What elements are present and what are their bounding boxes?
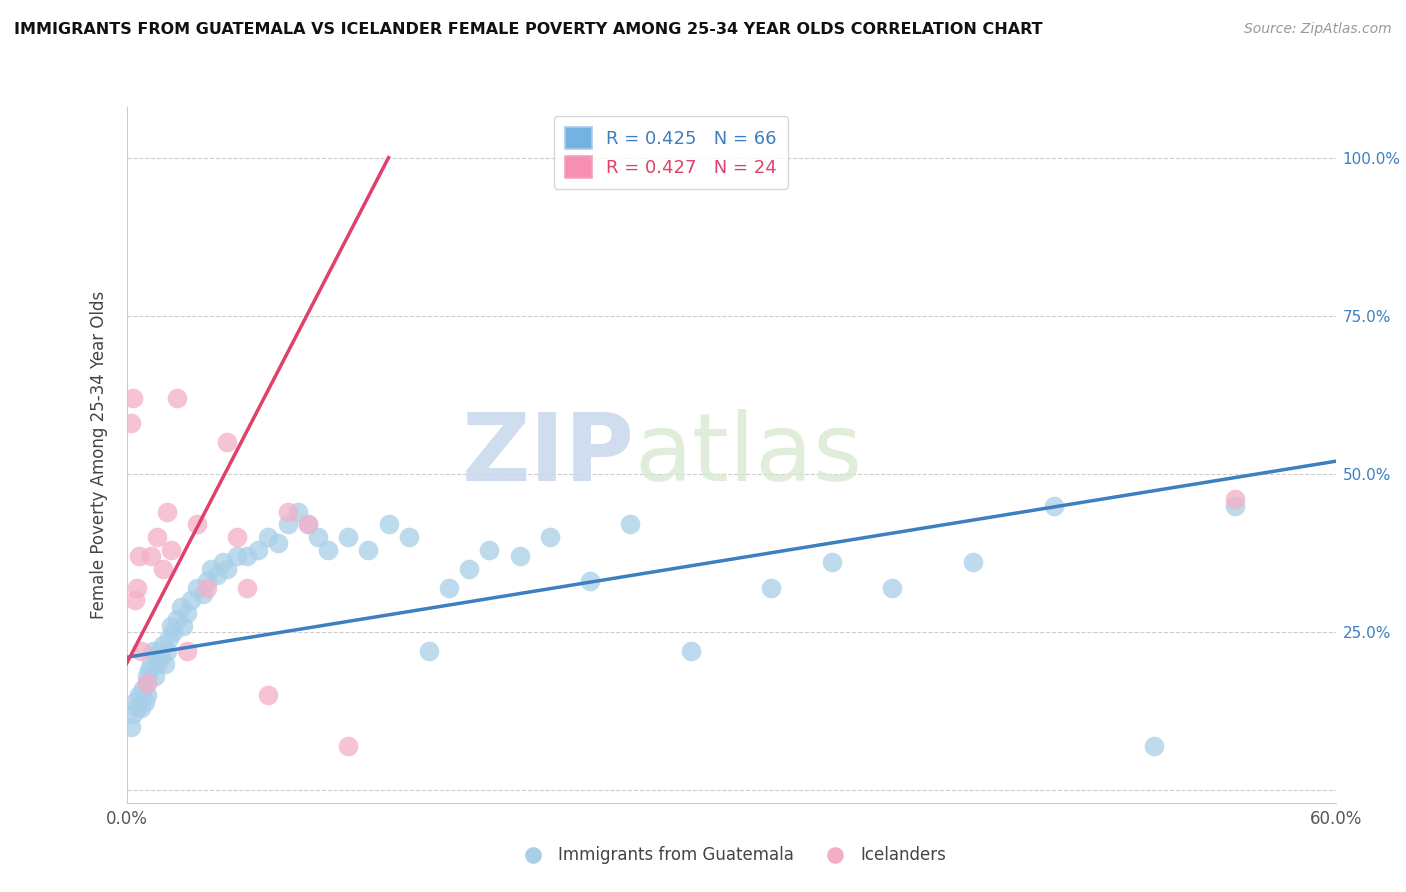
Point bbox=[226, 530, 249, 544]
Point bbox=[142, 644, 165, 658]
Point bbox=[1223, 499, 1246, 513]
Point bbox=[821, 556, 844, 570]
Point bbox=[200, 562, 222, 576]
Point bbox=[236, 549, 259, 563]
Point bbox=[509, 549, 531, 563]
Point bbox=[160, 618, 183, 632]
Point bbox=[619, 517, 641, 532]
Point bbox=[226, 549, 249, 563]
Point bbox=[357, 542, 380, 557]
Point bbox=[297, 517, 319, 532]
Point bbox=[307, 530, 329, 544]
Y-axis label: Female Poverty Among 25-34 Year Olds: Female Poverty Among 25-34 Year Olds bbox=[90, 291, 108, 619]
Point bbox=[139, 549, 162, 563]
Point bbox=[124, 593, 146, 607]
Point bbox=[579, 574, 602, 589]
Point bbox=[162, 625, 184, 640]
Point bbox=[267, 536, 290, 550]
Point bbox=[153, 657, 176, 671]
Point bbox=[679, 644, 702, 658]
Point bbox=[246, 542, 269, 557]
Point bbox=[316, 542, 339, 557]
Point bbox=[156, 505, 179, 519]
Point bbox=[195, 581, 218, 595]
Point bbox=[138, 663, 160, 677]
Point bbox=[478, 542, 501, 557]
Point bbox=[128, 549, 150, 563]
Point bbox=[121, 391, 143, 405]
Point bbox=[166, 391, 188, 405]
Point bbox=[128, 688, 150, 702]
Point bbox=[149, 650, 172, 665]
Point bbox=[882, 581, 904, 595]
Point bbox=[120, 720, 142, 734]
Text: IMMIGRANTS FROM GUATEMALA VS ICELANDER FEMALE POVERTY AMONG 25-34 YEAR OLDS CORR: IMMIGRANTS FROM GUATEMALA VS ICELANDER F… bbox=[14, 22, 1043, 37]
Point bbox=[1143, 739, 1166, 753]
Point bbox=[129, 644, 152, 658]
Point bbox=[121, 707, 143, 722]
Point bbox=[129, 701, 152, 715]
Point bbox=[134, 695, 156, 709]
Point bbox=[186, 517, 208, 532]
Point bbox=[217, 562, 239, 576]
Point bbox=[337, 739, 360, 753]
Point bbox=[1042, 499, 1064, 513]
Point bbox=[160, 542, 183, 557]
Point bbox=[146, 657, 169, 671]
Point bbox=[156, 644, 179, 658]
Point bbox=[418, 644, 440, 658]
Point bbox=[191, 587, 214, 601]
Text: Source: ZipAtlas.com: Source: ZipAtlas.com bbox=[1244, 22, 1392, 37]
Point bbox=[135, 675, 157, 690]
Point bbox=[1223, 492, 1246, 507]
Point bbox=[143, 669, 166, 683]
Point bbox=[205, 568, 228, 582]
Point bbox=[180, 593, 202, 607]
Point bbox=[166, 612, 188, 626]
Point bbox=[139, 657, 162, 671]
Point bbox=[287, 505, 309, 519]
Point bbox=[962, 556, 984, 570]
Point bbox=[212, 556, 235, 570]
Legend: Immigrants from Guatemala, Icelanders: Immigrants from Guatemala, Icelanders bbox=[509, 839, 953, 871]
Point bbox=[120, 417, 142, 431]
Point bbox=[172, 618, 194, 632]
Point bbox=[148, 644, 170, 658]
Point bbox=[152, 638, 174, 652]
Point bbox=[236, 581, 259, 595]
Point bbox=[256, 688, 278, 702]
Point bbox=[176, 606, 198, 620]
Point bbox=[377, 517, 399, 532]
Point bbox=[176, 644, 198, 658]
Point bbox=[125, 701, 148, 715]
Point bbox=[157, 632, 180, 646]
Point bbox=[297, 517, 319, 532]
Point bbox=[125, 581, 148, 595]
Text: atlas: atlas bbox=[634, 409, 863, 501]
Point bbox=[398, 530, 420, 544]
Point bbox=[135, 688, 157, 702]
Point bbox=[538, 530, 561, 544]
Point bbox=[256, 530, 278, 544]
Point bbox=[337, 530, 360, 544]
Point bbox=[146, 530, 169, 544]
Point bbox=[761, 581, 783, 595]
Point bbox=[131, 681, 153, 696]
Text: ZIP: ZIP bbox=[461, 409, 634, 501]
Point bbox=[170, 599, 193, 614]
Point bbox=[195, 574, 218, 589]
Point bbox=[217, 435, 239, 450]
Point bbox=[135, 669, 157, 683]
Point bbox=[458, 562, 481, 576]
Point bbox=[277, 505, 299, 519]
Point bbox=[124, 695, 146, 709]
Point bbox=[437, 581, 460, 595]
Point bbox=[152, 562, 174, 576]
Point bbox=[186, 581, 208, 595]
Point bbox=[277, 517, 299, 532]
Point bbox=[135, 675, 157, 690]
